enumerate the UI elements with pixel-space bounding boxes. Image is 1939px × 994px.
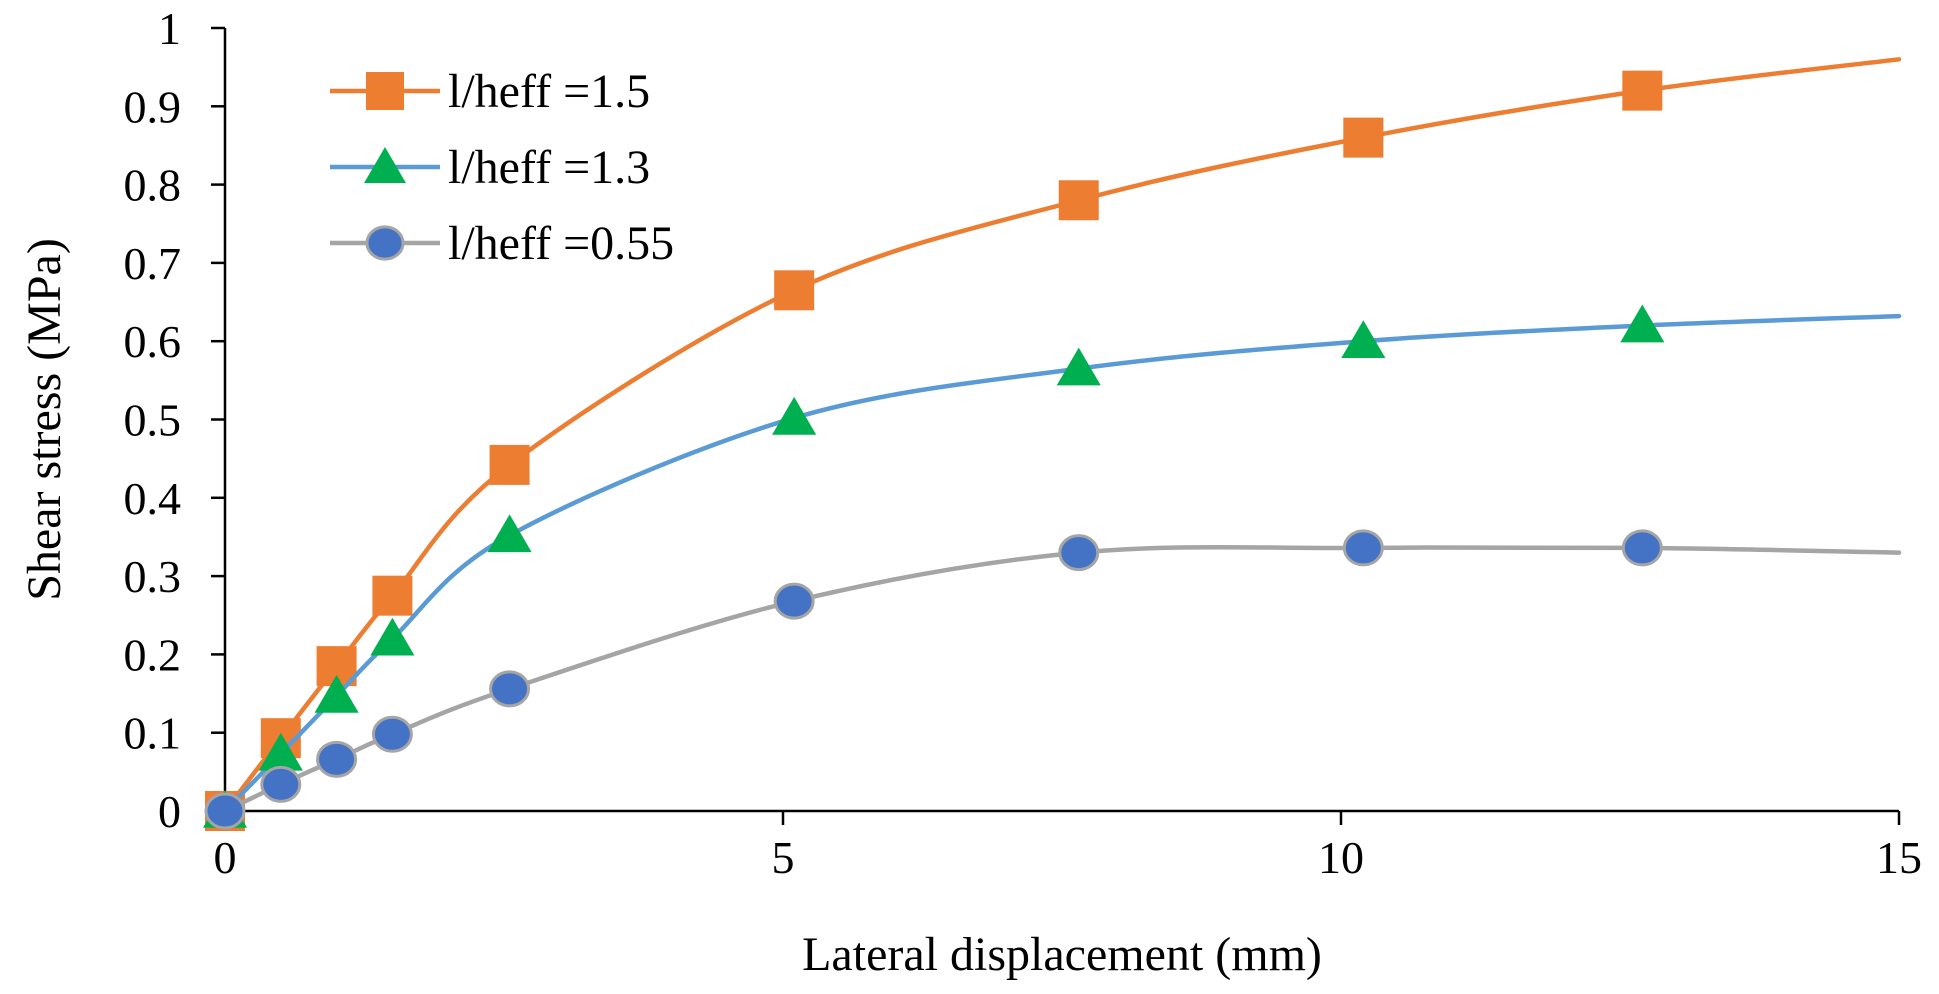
x-tick-label: 10 xyxy=(1318,832,1364,883)
legend-marker xyxy=(364,147,406,183)
data-point xyxy=(1622,70,1663,111)
y-tick-label: 0.4 xyxy=(124,473,182,524)
legend: l/heff =1.5 l/heff =1.3 l/heff =0.55 xyxy=(330,65,674,270)
series xyxy=(202,57,1902,831)
data-point xyxy=(1056,347,1101,386)
legend-marker xyxy=(365,225,405,261)
y-tick-label: 0.8 xyxy=(124,160,182,211)
data-point xyxy=(1341,320,1386,358)
data-point xyxy=(489,444,530,485)
x-tick-label: 15 xyxy=(1876,832,1922,883)
x-tick-label: 5 xyxy=(772,832,795,883)
y-tick-label: 0.5 xyxy=(124,395,182,446)
data-point xyxy=(371,715,413,753)
legend-item: l/heff =1.3 xyxy=(330,141,650,194)
legend-label: l/heff =0.55 xyxy=(448,217,674,270)
series-line xyxy=(222,544,1902,814)
legend-item: l/heff =0.55 xyxy=(330,217,674,270)
data-point xyxy=(772,396,817,435)
data-point xyxy=(1342,529,1384,567)
x-tick-label: 0 xyxy=(214,832,237,883)
y-tick-label: 0.2 xyxy=(124,629,182,680)
y-tick-label: 0.3 xyxy=(124,551,182,602)
data-point xyxy=(372,575,413,616)
data-point xyxy=(1343,117,1384,158)
y-tick-label: 0.1 xyxy=(124,708,182,759)
data-point xyxy=(1058,180,1099,221)
y-tick-label: 0.7 xyxy=(124,238,182,289)
x-axis-title: Lateral displacement (mm) xyxy=(802,928,1322,981)
y-tick-label: 0.6 xyxy=(124,316,182,367)
y-ticks: 0 0.1 0.2 0.3 0.4 0.5 0.6 0.7 0.8 0.9 1 xyxy=(124,3,225,837)
legend-label: l/heff =1.5 xyxy=(448,65,650,118)
legend-marker xyxy=(366,72,404,110)
data-point xyxy=(316,740,358,778)
series-3 xyxy=(204,529,1902,830)
data-point xyxy=(774,270,815,311)
legend-item: l/heff =1.5 xyxy=(330,65,650,118)
data-point xyxy=(489,670,531,708)
data-point xyxy=(1620,304,1665,343)
data-point xyxy=(314,674,359,713)
legend-label: l/heff =1.3 xyxy=(448,141,650,194)
data-point xyxy=(487,514,532,553)
data-point xyxy=(1621,529,1663,567)
series-2 xyxy=(202,304,1902,828)
data-point xyxy=(204,792,246,830)
data-point xyxy=(370,617,415,656)
y-tick-label: 1 xyxy=(158,3,181,54)
data-point xyxy=(260,765,302,803)
data-point xyxy=(1058,534,1100,572)
y-tick-label: 0.9 xyxy=(124,81,182,132)
y-axis-title: Shear stress (MPa) xyxy=(18,238,71,601)
x-ticks: 0 5 10 15 xyxy=(214,811,1922,883)
axes: 0 0.1 0.2 0.3 0.4 0.5 0.6 0.7 0.8 0.9 1 0 5 10 15 xyxy=(124,3,1923,883)
data-point xyxy=(773,582,815,620)
y-tick-label: 0 xyxy=(158,786,181,837)
data-point xyxy=(258,732,303,771)
